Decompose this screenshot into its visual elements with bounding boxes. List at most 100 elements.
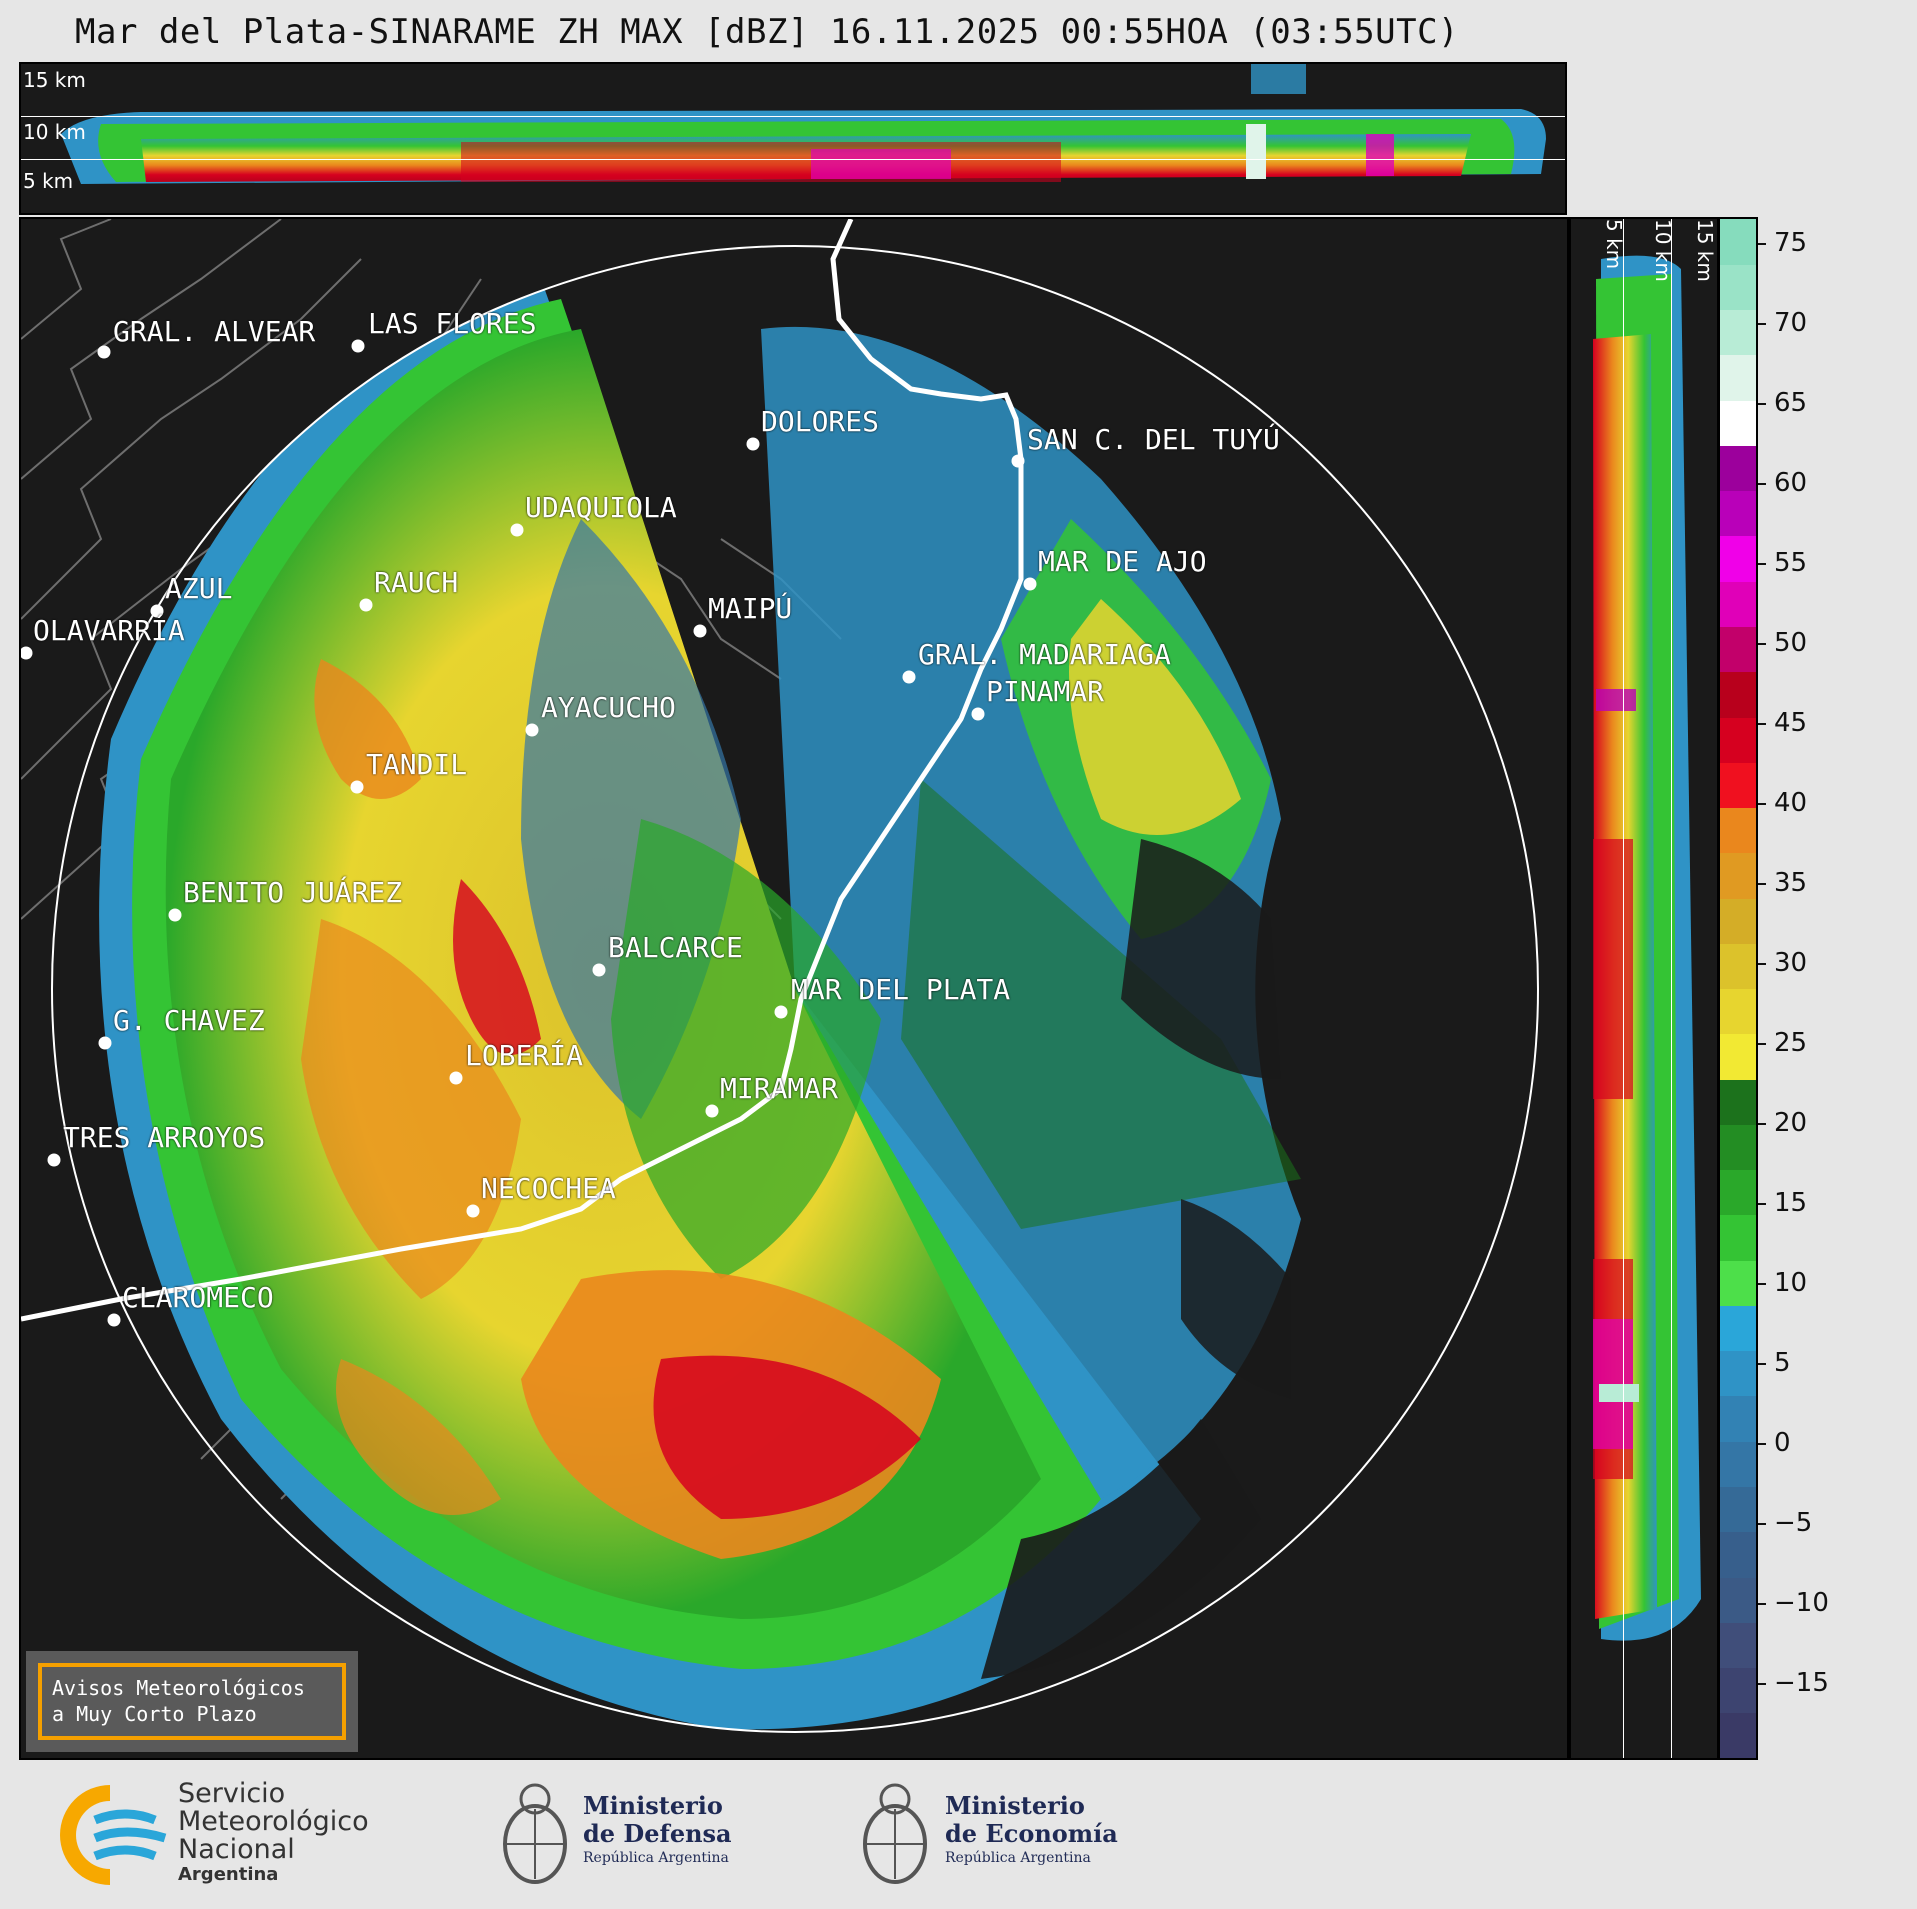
city-marker[interactable] (592, 963, 606, 977)
colorbar-tick-label: 50 (1758, 628, 1807, 658)
top-altitude-label: 10 km (23, 120, 86, 144)
colorbar-tick-label: 35 (1758, 868, 1807, 898)
colorbar-swatch (1720, 1441, 1756, 1487)
side-altitude-label: 5 km (1602, 219, 1626, 270)
smn-line-2: Meteorológico (178, 1806, 369, 1837)
colorbar-swatch (1720, 1124, 1756, 1171)
colorbar-swatch (1720, 219, 1756, 265)
chart-title: Mar del Plata-SINARAME ZH MAX [dBZ] 16.1… (75, 12, 1460, 52)
colorbar-swatch (1720, 762, 1756, 809)
colorbar-swatch (1720, 1622, 1756, 1669)
colorbar-tick-label: 15 (1758, 1188, 1807, 1218)
city-marker[interactable] (774, 1005, 788, 1019)
city-marker[interactable] (350, 780, 364, 794)
colorbar-swatch (1720, 1260, 1756, 1306)
colorbar-tick-label: −5 (1758, 1508, 1812, 1538)
smn-logo-icon (60, 1780, 175, 1890)
city-label: AYACUCHO (541, 691, 676, 724)
colorbar-tick-label: 40 (1758, 788, 1807, 818)
colorbar-tick-label: 65 (1758, 388, 1807, 418)
colorbar-tick-label: −15 (1758, 1668, 1829, 1698)
colorbar-swatch (1720, 400, 1756, 446)
colorbar-swatch (1720, 1395, 1756, 1442)
colorbar-swatch (1720, 988, 1756, 1035)
colorbar-tick-label: 20 (1758, 1108, 1807, 1138)
city-label: MIRAMAR (720, 1072, 839, 1105)
city-label: MAR DEL PLATA (791, 973, 1011, 1006)
colorbar (1718, 217, 1758, 1760)
city-marker[interactable] (705, 1104, 719, 1118)
city-label: MAIPÚ (708, 592, 793, 625)
colorbar-swatch (1720, 1350, 1756, 1397)
city-label: PINAMAR (986, 675, 1105, 708)
city-label: RAUCH (374, 566, 459, 599)
colorbar-swatch (1720, 445, 1756, 492)
city-marker[interactable] (1011, 454, 1025, 468)
city-label: OLAVARRÍA (33, 614, 185, 647)
city-marker[interactable] (1023, 577, 1037, 591)
city-marker[interactable] (466, 1204, 480, 1218)
city-marker[interactable] (746, 437, 760, 451)
colorbar-tick-label: 75 (1758, 228, 1807, 258)
defensa-line-3: República Argentina (583, 1850, 729, 1866)
city-label: G. CHAVEZ (113, 1004, 265, 1037)
colorbar-swatch (1720, 490, 1756, 537)
colorbar-swatch (1720, 716, 1756, 763)
city-label: BALCARCE (608, 931, 743, 964)
city-marker[interactable] (449, 1071, 463, 1085)
city-marker[interactable] (97, 345, 111, 359)
city-marker[interactable] (971, 707, 985, 721)
city-label: BENITO JUÁREZ (183, 876, 403, 909)
economia-line-2: de Economía (945, 1819, 1118, 1848)
city-label: TRES ARROYOS (63, 1121, 266, 1154)
colorbar-tick-label: 45 (1758, 708, 1807, 738)
colorbar-swatch (1720, 943, 1756, 990)
city-label: LAS FLORES (368, 307, 537, 340)
colorbar-swatch (1720, 852, 1756, 899)
top-altitude-label: 5 km (23, 169, 74, 193)
city-marker[interactable] (902, 670, 916, 684)
colorbar-swatch (1720, 1712, 1756, 1758)
colorbar-tick-label: 60 (1758, 468, 1807, 498)
city-label: GRAL. MADARIAGA (918, 638, 1171, 671)
economia-line-3: República Argentina (945, 1850, 1091, 1866)
city-marker[interactable] (525, 723, 539, 737)
colorbar-swatch (1720, 1486, 1756, 1533)
argentina-seal-icon (503, 1783, 567, 1884)
defensa-line-1: Ministerio (583, 1791, 723, 1820)
city-marker[interactable] (21, 646, 33, 660)
colorbar-tick-label: 55 (1758, 548, 1807, 578)
warning-box[interactable]: Avisos Meteorológicos a Muy Corto Plazo (26, 1651, 358, 1752)
smn-line-1: Servicio (178, 1778, 286, 1809)
city-marker[interactable] (150, 604, 164, 618)
city-label: SAN C. DEL TUYÚ (1027, 423, 1280, 456)
city-label: TANDIL (366, 748, 468, 781)
warning-line-2: a Muy Corto Plazo (52, 1702, 257, 1726)
smn-line-3: Nacional (178, 1834, 295, 1865)
city-marker[interactable] (359, 598, 373, 612)
colorbar-swatch (1720, 671, 1756, 718)
city-marker[interactable] (351, 339, 365, 353)
side-altitude-label: 10 km (1651, 219, 1675, 282)
city-label: NECOCHEA (481, 1172, 616, 1205)
economia-line-1: Ministerio (945, 1791, 1085, 1820)
colorbar-swatch (1720, 264, 1756, 311)
city-marker[interactable] (98, 1036, 112, 1050)
colorbar-tick-label: 70 (1758, 308, 1807, 338)
top-cross-section-panel: 15 km 10 km 5 km (19, 62, 1567, 215)
colorbar-ticks: 75 70 65 60 55 50 45 40 35 30 25 20 15 10 5 0 −5 −10 −15 (1758, 217, 1858, 1760)
side-cross-section-echo (1593, 255, 1701, 1641)
top-altitude-label: 15 km (23, 68, 86, 92)
city-marker[interactable] (168, 908, 182, 922)
city-marker[interactable] (107, 1313, 121, 1327)
radar-map[interactable]: GRAL. ALVEAR LAS FLORES DOLORES SAN C. D… (19, 217, 1569, 1760)
city-marker[interactable] (510, 523, 524, 537)
colorbar-tick-label: 10 (1758, 1268, 1807, 1298)
colorbar-swatch (1720, 1214, 1756, 1261)
city-marker[interactable] (47, 1153, 61, 1167)
colorbar-swatch (1720, 581, 1756, 627)
city-marker[interactable] (693, 624, 707, 638)
top-cross-section-echo (61, 64, 1546, 184)
side-cross-section-panel: 5 km 10 km 15 km (1569, 217, 1719, 1760)
colorbar-swatch (1720, 1079, 1756, 1125)
